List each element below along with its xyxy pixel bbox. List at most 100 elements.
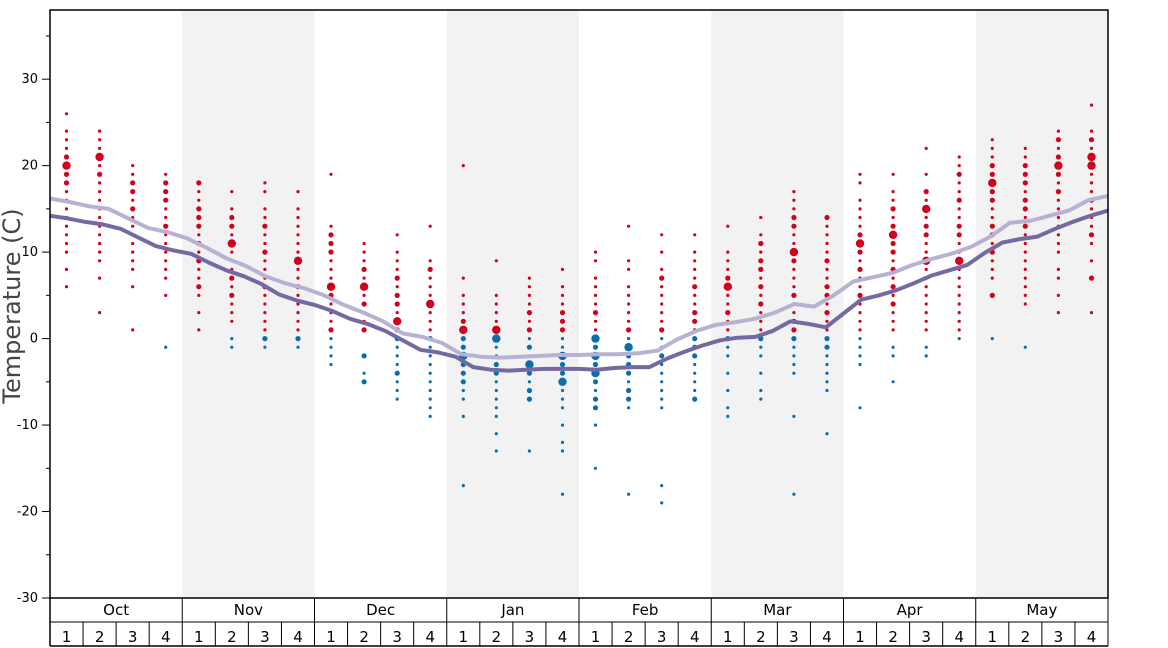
temperature-point [494,414,498,418]
temperature-point [593,328,598,332]
temperature-point [1089,172,1094,176]
temperature-point [1023,190,1027,194]
temperature-point [890,301,896,307]
temperature-point [197,233,201,237]
temperature-point [293,256,303,265]
temperature-point [693,267,697,271]
month-band [711,10,844,598]
temperature-point [956,223,962,229]
temperature-point [329,267,333,271]
temperature-point [262,336,268,342]
temperature-point [296,215,300,220]
temperature-point [98,311,102,315]
temperature-point [1088,137,1095,143]
temperature-point [461,302,465,306]
temperature-point [525,360,534,369]
temperature-point [891,319,895,323]
temperature-point [361,353,367,359]
temperature-point [858,207,862,211]
temperature-point [196,223,202,229]
temperature-point [526,310,533,316]
temperature-point [559,327,566,333]
temperature-point [759,328,763,332]
y-axis: -30 -20 -10 0 10 20 30 [17,35,50,606]
temperature-point [626,370,632,376]
temperature-point [1056,129,1060,133]
temperature-point [395,233,399,237]
temperature-point [131,259,135,263]
temperature-point [627,302,631,306]
temperature-point [891,215,895,220]
temperature-point [328,327,334,333]
temperature-point [163,197,169,203]
month-label: Jan [500,601,524,619]
temperature-point [395,285,399,289]
temperature-point [263,233,267,237]
temperature-point [957,181,961,185]
temperature-point [230,302,234,306]
temperature-point [1056,293,1060,297]
temperature-point [64,138,69,142]
temperature-point [726,259,730,263]
temperature-point [627,259,631,263]
temperature-point [858,215,862,220]
temperature-point [593,259,598,263]
month-label: Oct [103,601,129,619]
temperature-point [891,198,895,202]
y-tick-label: -30 [17,591,38,606]
temperature-point [759,311,763,315]
temperature-point [858,406,862,410]
temperature-point [230,345,234,349]
temperature-point [626,396,632,402]
temperature-point [891,276,895,280]
temperature-point [924,215,928,220]
temperature-point [560,449,565,453]
temperature-point [624,343,633,352]
temperature-point [426,299,435,309]
temperature-point [197,198,201,202]
temperature-point [98,276,102,280]
temperature-point [295,336,301,342]
temperature-point [758,240,764,247]
temperature-point [164,345,168,349]
temperature-point [825,224,829,228]
temperature-point [1023,276,1027,280]
temperature-point [296,241,300,246]
temperature-point [1023,241,1027,246]
temperature-point [494,449,498,453]
temperature-point [593,302,598,306]
temperature-point [858,172,862,176]
temperature-point [924,293,928,297]
temperature-point [825,388,829,393]
temperature-point [130,189,136,195]
temperature-point [197,328,201,332]
temperature-point [1089,259,1094,263]
temperature-point [693,293,697,297]
temperature-point [693,380,697,384]
temperature-point [1023,302,1027,306]
temperature-point [660,233,664,237]
temperature-point [98,138,102,142]
temperature-point [792,276,796,280]
temperature-point [858,198,862,202]
temperature-point [1056,181,1060,185]
temperature-point [791,258,797,264]
temperature-point [693,276,697,280]
temperature-point [263,190,267,194]
temperature-point [329,345,333,349]
temperature-point [527,276,532,280]
temperature-point [527,319,532,323]
temperature-point [492,325,501,335]
temperature-point [164,267,168,271]
temperature-point [329,172,333,176]
temperature-point [461,276,465,280]
temperature-point [726,406,730,410]
temperature-point [394,292,400,298]
temperature-point [792,190,796,194]
temperature-point [64,241,69,246]
temperature-point [660,380,664,384]
temperature-point [428,397,432,401]
temperature-point [296,293,300,297]
temperature-point [494,259,498,263]
